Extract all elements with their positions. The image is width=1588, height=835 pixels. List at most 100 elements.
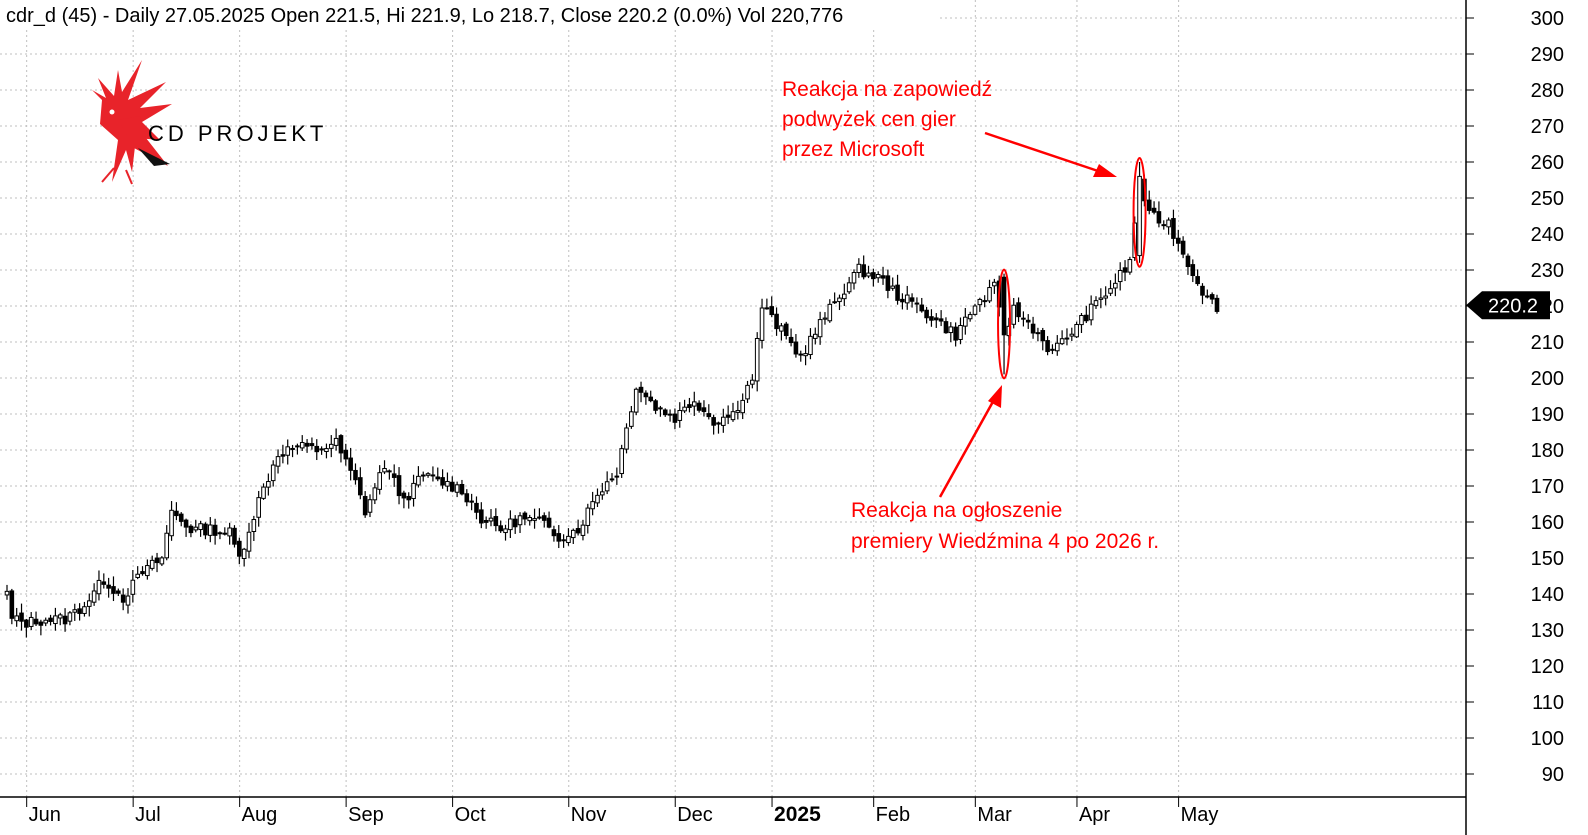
red-bird-logo-icon bbox=[92, 60, 172, 185]
candle-body bbox=[1200, 285, 1205, 296]
candle bbox=[362, 491, 368, 518]
candle bbox=[938, 310, 944, 327]
candle-body bbox=[662, 409, 668, 416]
candle bbox=[687, 397, 692, 413]
candle-body bbox=[445, 480, 450, 487]
candle bbox=[508, 510, 513, 539]
candle bbox=[866, 265, 871, 279]
annotation-microsoft-line-3: przez Microsoft bbox=[782, 138, 925, 161]
candle bbox=[28, 612, 34, 630]
candle bbox=[1084, 305, 1089, 324]
candle bbox=[435, 467, 441, 482]
candle bbox=[1069, 327, 1075, 341]
candle bbox=[19, 603, 24, 631]
candle-body bbox=[1059, 338, 1065, 345]
candle-body bbox=[86, 600, 92, 607]
candle-body bbox=[237, 540, 242, 557]
candle bbox=[38, 619, 44, 636]
candle bbox=[449, 476, 455, 493]
candle bbox=[1180, 236, 1186, 259]
candle bbox=[619, 444, 624, 478]
candle bbox=[227, 522, 232, 545]
candle-body bbox=[420, 474, 426, 477]
candle-body bbox=[900, 298, 905, 303]
candle bbox=[440, 469, 445, 489]
candle bbox=[145, 559, 150, 580]
candle bbox=[609, 473, 615, 483]
candle bbox=[212, 518, 218, 545]
candle bbox=[633, 387, 639, 416]
candle bbox=[1021, 311, 1026, 327]
candle bbox=[1166, 217, 1171, 235]
candle-body bbox=[696, 402, 702, 411]
candle bbox=[401, 490, 407, 509]
header-background bbox=[0, 0, 940, 30]
candle-body bbox=[203, 523, 208, 536]
candle bbox=[721, 408, 726, 433]
candle bbox=[793, 334, 799, 358]
candle-body bbox=[914, 302, 920, 305]
candle bbox=[769, 296, 775, 318]
candle-body bbox=[1195, 276, 1200, 285]
candle bbox=[754, 332, 760, 392]
candle-body bbox=[1113, 282, 1118, 289]
candle-body bbox=[624, 427, 629, 450]
candle bbox=[111, 576, 116, 602]
candle-body bbox=[193, 526, 199, 531]
y-tick-label: 260 bbox=[1531, 152, 1564, 174]
candle-body bbox=[929, 316, 934, 321]
x-tick-label: Feb bbox=[876, 804, 910, 826]
candle-body bbox=[750, 379, 755, 385]
candle-body bbox=[430, 474, 436, 477]
last-price-label: 220.2 bbox=[1466, 291, 1550, 320]
candle-body bbox=[1069, 333, 1075, 337]
candle-body bbox=[222, 532, 228, 535]
x-tick-label: Apr bbox=[1079, 804, 1110, 826]
candle-body bbox=[798, 353, 804, 356]
annotation-microsoft-line-1: Reakcja na zapowiedź bbox=[782, 78, 992, 101]
candle-body bbox=[508, 518, 513, 531]
y-tick-label: 160 bbox=[1531, 512, 1564, 534]
candle bbox=[1045, 336, 1050, 356]
candle-body bbox=[774, 313, 779, 330]
candle-body bbox=[537, 516, 542, 519]
y-tick-label: 200 bbox=[1531, 368, 1564, 390]
candle bbox=[929, 309, 934, 327]
candle bbox=[711, 414, 716, 435]
candle bbox=[919, 297, 925, 313]
candle-body bbox=[570, 529, 576, 539]
candle-body bbox=[575, 528, 581, 534]
candle-body bbox=[416, 475, 421, 486]
candle bbox=[183, 518, 189, 537]
candle-body bbox=[1156, 211, 1162, 224]
candle-body bbox=[304, 442, 310, 447]
candle bbox=[967, 311, 973, 322]
x-tick-label: Sep bbox=[348, 804, 384, 826]
candle-body bbox=[812, 333, 818, 339]
candle bbox=[963, 308, 968, 335]
candle-body bbox=[82, 606, 87, 614]
y-tick-label: 150 bbox=[1531, 548, 1564, 570]
last-price-text: 220.2 bbox=[1488, 295, 1538, 317]
candle bbox=[43, 617, 49, 627]
candle bbox=[82, 601, 87, 617]
candle-body bbox=[783, 323, 789, 337]
y-tick-label: 170 bbox=[1531, 476, 1564, 498]
candle-body bbox=[1064, 337, 1070, 340]
candle-body bbox=[817, 319, 823, 338]
candle-body bbox=[580, 524, 586, 536]
candle bbox=[358, 467, 363, 500]
candle-body bbox=[1074, 323, 1079, 338]
candle-body bbox=[871, 272, 876, 280]
candle bbox=[285, 439, 291, 465]
candle-body bbox=[546, 517, 552, 528]
candle-body bbox=[1166, 219, 1171, 228]
candle-body bbox=[9, 590, 15, 619]
candle bbox=[333, 428, 339, 451]
candle bbox=[483, 516, 489, 529]
candle bbox=[958, 317, 963, 345]
candle-body bbox=[135, 573, 140, 578]
candle-body bbox=[149, 559, 155, 569]
candle bbox=[842, 283, 847, 306]
candle bbox=[348, 447, 353, 481]
